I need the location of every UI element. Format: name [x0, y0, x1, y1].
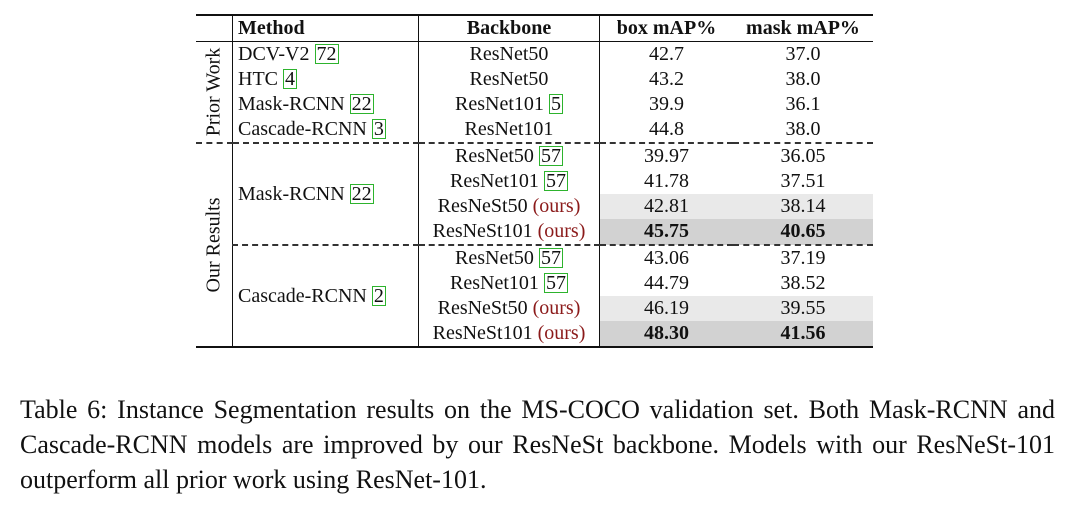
- backbone-cell: ResNet50 57: [418, 142, 600, 169]
- box-map-cell: 41.78: [644, 170, 689, 192]
- mask-map-cell: 37.51: [780, 170, 826, 192]
- table-caption: Table 6: Instance Segmentation results o…: [20, 395, 1055, 494]
- citation-link[interactable]: 5: [548, 93, 563, 115]
- prior-work-label: Prior Work: [202, 47, 225, 137]
- mask-map-cell: 36.05: [733, 142, 873, 169]
- table-row: Cascade-RCNN 3 ResNet101 44.8 38.0: [196, 117, 873, 143]
- box-map-cell: 44.8: [649, 118, 684, 140]
- header-backbone: Backbone: [418, 15, 600, 42]
- box-map-cell: 44.79: [644, 272, 689, 294]
- results-table-wrapper: Method Backbone box mAP% mask mAP% Prior…: [196, 14, 873, 348]
- our-results-label: Our Results: [202, 197, 225, 293]
- table-row: Prior Work DCV-V2 72 ResNet50 42.7 37.0: [196, 41, 873, 143]
- mask-map-cell: 37.19: [733, 244, 873, 271]
- citation-link[interactable]: 3: [371, 118, 386, 140]
- mask-map-cell: 38.52: [780, 272, 826, 294]
- mask-map-cell: 39.55: [733, 296, 873, 321]
- ours-tag: (ours): [532, 195, 581, 217]
- box-map-cell: 43.2: [649, 68, 684, 90]
- results-table: Method Backbone box mAP% mask mAP% Prior…: [196, 14, 873, 348]
- ours-tag: (ours): [532, 297, 581, 319]
- citation-link[interactable]: 57: [543, 170, 568, 192]
- group-header-spacer: [196, 15, 233, 42]
- box-map-cell: 39.9: [649, 93, 684, 115]
- method-cell: DCV-V2 72: [232, 41, 419, 67]
- group-label-ours: Our Results: [196, 142, 233, 347]
- header-mask-map: mask mAP%: [733, 15, 873, 42]
- box-map-cell: 45.75: [599, 219, 733, 245]
- citation-link[interactable]: 4: [283, 68, 297, 90]
- header-box-map: box mAP%: [599, 15, 733, 42]
- citation-link[interactable]: 2: [371, 284, 386, 307]
- table-row: ResNet101 57 44.79 38.52: [196, 271, 873, 296]
- box-map-cell: 42.7: [649, 43, 684, 65]
- mask-map-cell: 40.65: [733, 219, 873, 245]
- citation-link[interactable]: 22: [349, 182, 374, 205]
- method-cell: HTC 4: [232, 67, 419, 92]
- table-row: ResNeSt101 (ours) 48.30 41.56: [196, 321, 873, 347]
- table-row: Mask-RCNN 22 ResNet101 5 39.9 36.1: [196, 92, 873, 117]
- table-row: Our Results Mask-RCNN 22 ResNet50 57 39.…: [196, 142, 873, 347]
- citation-link[interactable]: 72: [314, 43, 339, 65]
- table-row: ResNet101 57 41.78 37.51: [196, 169, 873, 194]
- backbone-cell: ResNeSt50 (ours): [418, 296, 600, 321]
- method-cell: Mask-RCNN 22: [232, 92, 419, 117]
- mask-map-cell: 38.14: [733, 194, 873, 219]
- method-cell: Cascade-RCNN 3: [232, 117, 419, 143]
- method-cell: Cascade-RCNN 2: [232, 244, 419, 347]
- table-row: ResNeSt50 (ours) 42.81 38.14: [196, 194, 873, 219]
- backbone-cell: ResNet101 57: [418, 169, 600, 194]
- backbone-cell: ResNet101 57: [418, 271, 600, 296]
- backbone-cell: ResNeSt101 (ours): [418, 321, 600, 347]
- mask-map-cell: 36.1: [785, 93, 821, 115]
- method-cell: Mask-RCNN 22: [232, 142, 419, 245]
- box-map-cell: 46.19: [599, 296, 733, 321]
- table-row: ResNeSt101 (ours) 45.75 40.65: [196, 219, 873, 245]
- table-header-row: Method Backbone box mAP% mask mAP%: [196, 15, 873, 42]
- header-method: Method: [232, 15, 419, 42]
- backbone-cell: ResNet101 5: [418, 92, 600, 117]
- box-map-cell: 48.30: [599, 321, 733, 347]
- box-map-cell: 43.06: [599, 244, 733, 271]
- citation-link[interactable]: 57: [538, 145, 563, 167]
- backbone-cell: ResNet50: [418, 41, 600, 67]
- mask-map-cell: 38.0: [785, 68, 821, 90]
- citation-link[interactable]: 22: [349, 93, 374, 115]
- backbone-cell: ResNet50 57: [418, 244, 600, 271]
- backbone-cell: ResNet50: [418, 67, 600, 92]
- box-map-cell: 42.81: [599, 194, 733, 219]
- group-label-prior: Prior Work: [196, 41, 233, 143]
- ours-tag: (ours): [537, 220, 586, 242]
- backbone-cell: ResNet101: [418, 117, 600, 143]
- ours-tag: (ours): [537, 322, 586, 344]
- backbone-cell: ResNeSt101 (ours): [418, 219, 600, 245]
- table-row: HTC 4 ResNet50 43.2 38.0: [196, 67, 873, 92]
- table-row: ResNeSt50 (ours) 46.19 39.55: [196, 296, 873, 321]
- mask-map-cell: 38.0: [785, 118, 821, 140]
- mask-map-cell: 37.0: [785, 43, 821, 65]
- box-map-cell: 39.97: [599, 142, 733, 169]
- citation-link[interactable]: 57: [538, 247, 563, 269]
- mask-map-cell: 41.56: [733, 321, 873, 347]
- citation-link[interactable]: 57: [543, 272, 568, 294]
- backbone-cell: ResNeSt50 (ours): [418, 194, 600, 219]
- table-row: Cascade-RCNN 2 ResNet50 57 43.06 37.19: [196, 244, 873, 347]
